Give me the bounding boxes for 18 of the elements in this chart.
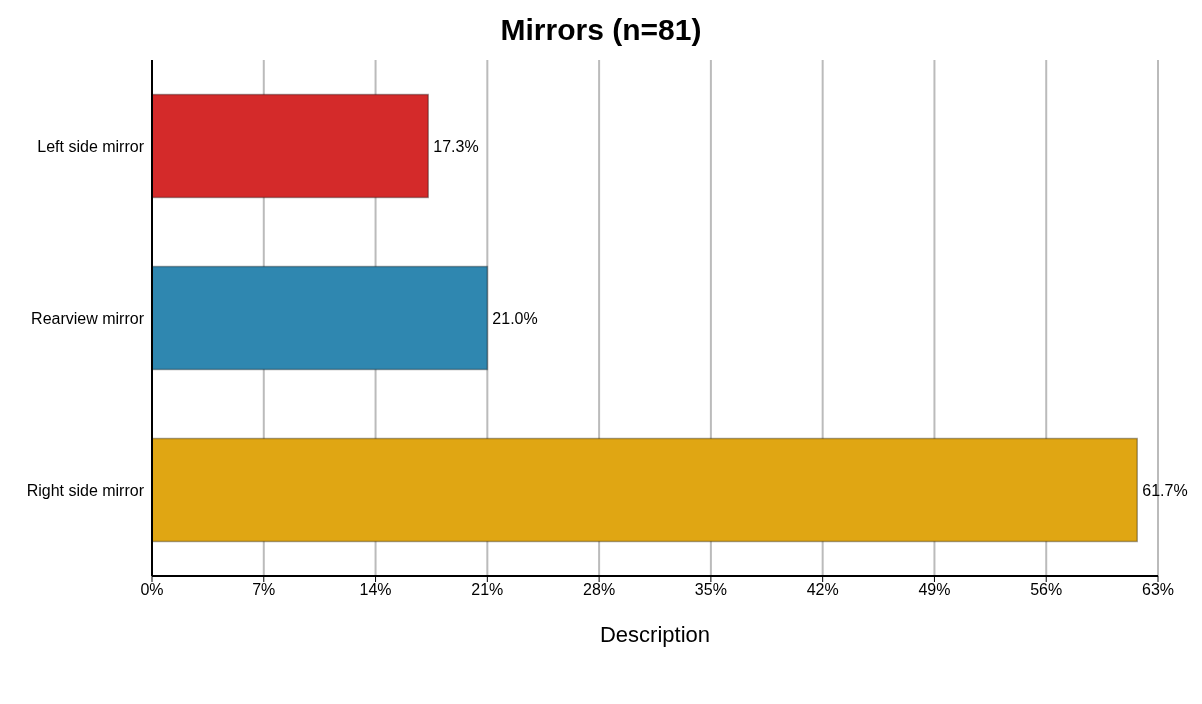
x-tick-label: 63%	[1141, 581, 1175, 599]
x-tick-label: 21%	[471, 581, 504, 599]
x-tick-label: 56%	[1030, 581, 1063, 599]
y-tick-label: Rearview mirror	[31, 309, 145, 327]
data-label: 17.3%	[433, 137, 479, 155]
data-label: 61.7%	[1142, 481, 1188, 499]
chart-title: Mirrors (n=81)	[499, 12, 703, 48]
x-tick-label: 49%	[918, 581, 951, 599]
x-tick-label: 0%	[140, 581, 164, 599]
x-axis-title: Description	[599, 622, 711, 647]
y-tick-label: Left side mirror	[37, 137, 145, 155]
x-tick-label: 14%	[359, 581, 392, 599]
x-tick-label: 42%	[806, 581, 839, 599]
x-tick-label: 35%	[694, 581, 727, 599]
y-tick-label: Right side mirror	[26, 481, 145, 499]
data-label: 21.0%	[492, 309, 538, 327]
x-tick-label: 28%	[583, 581, 616, 599]
x-tick-label: 7%	[252, 581, 276, 599]
